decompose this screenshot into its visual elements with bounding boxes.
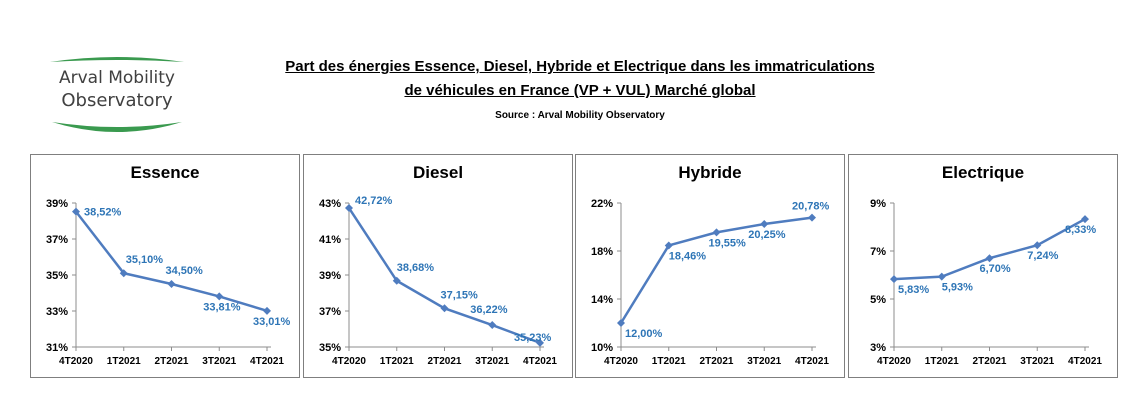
series-line	[347, 207, 541, 345]
y-tick-label: 37%	[46, 234, 68, 246]
data-label: 33,81%	[203, 301, 241, 313]
y-tick-label: 31%	[46, 342, 68, 354]
chart-title: Essence	[130, 163, 200, 182]
y-tick-label: 7%	[870, 246, 886, 258]
data-point	[345, 204, 353, 213]
chart-diesel: 35% 37% 39% 41% 43% 4T2020 1T2021 2T2021 3T2021 4…	[319, 195, 557, 367]
x-tick-label: 4T2021	[250, 356, 284, 367]
data-label: 6,70%	[980, 263, 1011, 275]
x-tick-label: 3T2021	[475, 356, 509, 367]
x-tick-label: 4T2021	[523, 356, 557, 367]
data-point	[760, 220, 769, 228]
data-label: 18,46%	[669, 250, 707, 262]
y-tick-label: 3%	[870, 342, 886, 354]
y-tick-label: 39%	[46, 198, 68, 210]
chart-panel-essence: 31% 33% 35% 37% 39% 4T2020 1T2021 2T2021 3T2021 4…	[30, 154, 300, 378]
chart-title: Electrique	[941, 163, 1025, 182]
data-point	[119, 269, 128, 278]
x-tick-label: 3T2021	[747, 356, 781, 367]
chart-hybride: 10% 14% 18% 22% 4T2020 1T2021 2T2021 3T2021 4T20…	[591, 198, 830, 367]
y-tick-label: 22%	[591, 198, 613, 210]
chart-essence: 31% 33% 35% 37% 39% 4T2020 1T2021 2T2021 3T2021 4…	[46, 198, 291, 367]
data-point	[167, 280, 176, 288]
y-tick-label: 9%	[870, 198, 886, 210]
data-label: 35,23%	[514, 332, 552, 344]
logo-swoosh-icon	[50, 57, 184, 132]
x-tick-label: 3T2021	[202, 356, 236, 367]
y-tick-label: 35%	[319, 342, 341, 354]
page-title-line2: de véhicules en France (VP + VUL) Marché…	[404, 82, 756, 99]
data-point	[215, 292, 224, 301]
data-label: 34,50%	[166, 265, 204, 277]
data-point	[1081, 215, 1089, 224]
data-label: 37,15%	[441, 289, 479, 301]
x-tick-label: 4T2020	[604, 356, 638, 367]
x-tick-label: 1T2021	[380, 356, 414, 367]
x-tick-label: 2T2021	[700, 356, 734, 367]
data-point	[263, 306, 271, 315]
logo-text-line1: Arval Mobility	[59, 68, 175, 88]
series-line	[75, 210, 268, 313]
data-label: 20,25%	[748, 229, 786, 241]
x-tick-label: 1T2021	[652, 356, 686, 367]
x-tick-label: 1T2021	[107, 356, 141, 367]
x-tick-label: 4T2020	[59, 356, 93, 367]
y-tick-label: 33%	[46, 306, 68, 318]
data-point	[1033, 241, 1042, 250]
y-tick-label: 37%	[319, 306, 341, 318]
data-label: 20,78%	[792, 201, 830, 213]
chart-title: Hybride	[678, 163, 742, 182]
data-point	[985, 254, 994, 263]
data-point	[72, 207, 80, 216]
data-label: 19,55%	[709, 237, 747, 249]
y-tick-label: 43%	[319, 198, 341, 210]
data-label: 38,68%	[397, 262, 435, 274]
data-point	[536, 338, 544, 347]
y-tick-label: 35%	[46, 270, 68, 282]
data-label: 8,33%	[1065, 224, 1096, 236]
data-point	[808, 213, 816, 222]
data-point	[937, 272, 946, 281]
y-tick-label: 5%	[870, 294, 886, 306]
chart-panel-hybride: 10% 14% 18% 22% 4T2020 1T2021 2T2021 3T2021 4T20…	[575, 154, 845, 378]
data-label: 5,93%	[942, 282, 973, 294]
y-tick-label: 41%	[319, 234, 341, 246]
chart-panel-electrique: 3% 5% 7% 9% 4T2020 1T2021 2T2021 3T2021 4T2021 5,…	[848, 154, 1118, 378]
data-label: 35,10%	[126, 254, 164, 266]
x-tick-label: 1T2021	[925, 356, 959, 367]
data-point	[440, 304, 449, 313]
chart-panel-diesel: 35% 37% 39% 41% 43% 4T2020 1T2021 2T2021 3T2021 4…	[303, 154, 573, 378]
logo-text-line2: Observatory	[61, 90, 173, 111]
y-tick-label: 18%	[591, 246, 613, 258]
data-label: 7,24%	[1027, 250, 1058, 262]
page-title-line1: Part des énergies Essence, Diesel, Hybri…	[285, 58, 875, 75]
data-point	[617, 319, 625, 327]
data-point	[890, 275, 898, 284]
data-label: 12,00%	[625, 328, 663, 340]
chart-electrique: 3% 5% 7% 9% 4T2020 1T2021 2T2021 3T2021 4T2021 5,…	[870, 198, 1102, 367]
source-note: Source : Arval Mobility Observatory	[495, 110, 665, 121]
x-tick-label: 4T2021	[1068, 356, 1102, 367]
data-point	[392, 276, 401, 285]
y-tick-label: 14%	[591, 294, 613, 306]
data-label: 36,22%	[470, 304, 508, 316]
data-label: 5,83%	[898, 284, 929, 296]
data-label: 42,72%	[355, 195, 393, 207]
x-tick-label: 4T2020	[877, 356, 911, 367]
data-point	[664, 241, 673, 250]
data-point	[488, 321, 497, 330]
data-label: 38,52%	[84, 207, 122, 219]
chart-title: Diesel	[412, 163, 464, 182]
y-tick-label: 10%	[591, 342, 613, 354]
y-tick-label: 39%	[319, 270, 341, 282]
x-tick-label: 2T2021	[428, 356, 462, 367]
x-tick-label: 4T2021	[795, 356, 829, 367]
x-tick-label: 2T2021	[973, 356, 1007, 367]
arval-logo: Arval Mobility Observatory	[42, 56, 192, 136]
x-tick-label: 2T2021	[155, 356, 189, 367]
data-point	[712, 228, 721, 237]
data-label: 33,01%	[253, 316, 291, 328]
x-tick-label: 3T2021	[1020, 356, 1054, 367]
x-tick-label: 4T2020	[332, 356, 366, 367]
